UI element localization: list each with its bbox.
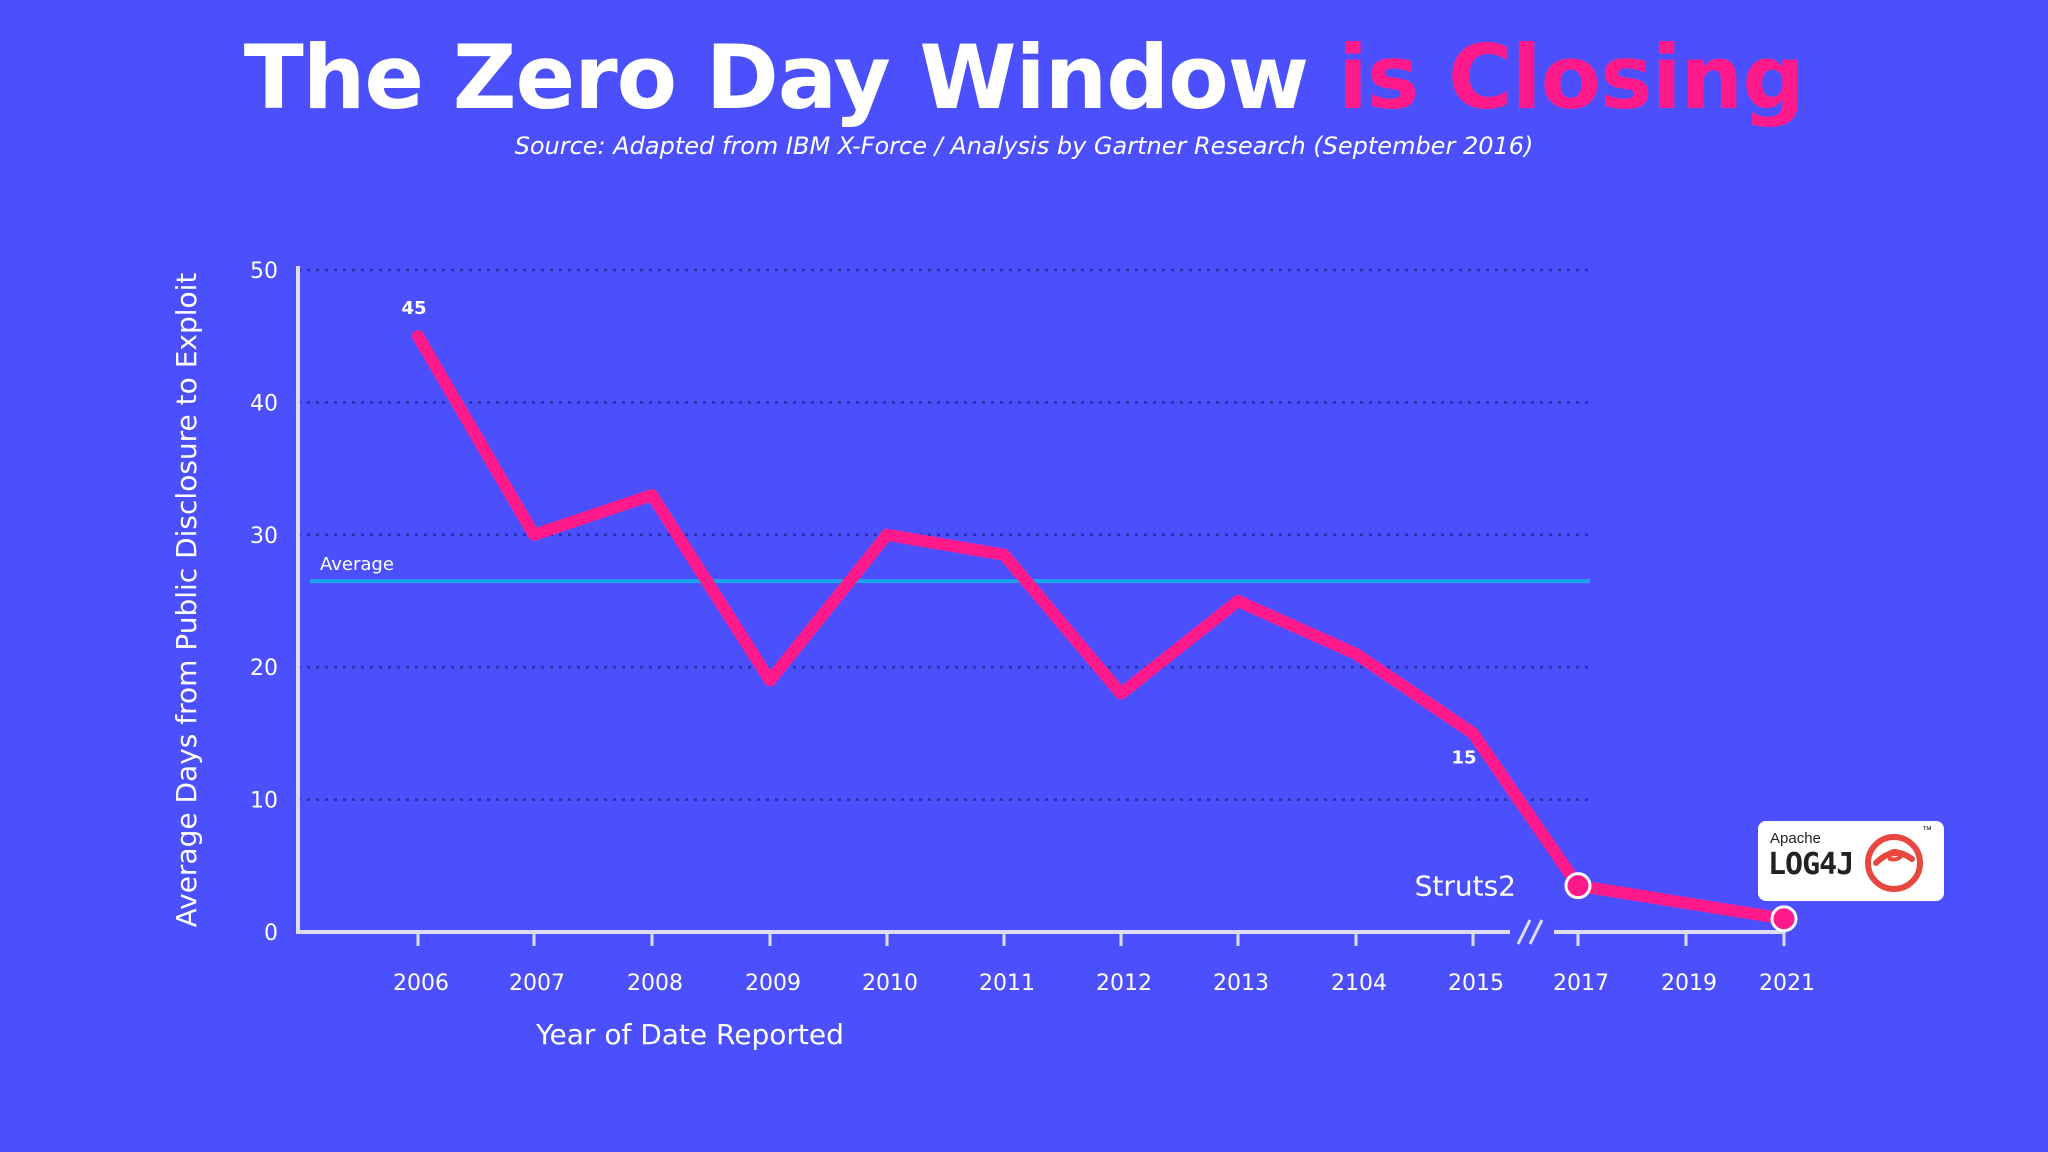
y-tick-label-30: 30	[250, 524, 278, 549]
data-point-2008	[651, 494, 653, 497]
log4j-tm: ™	[1922, 825, 1932, 836]
data-point-2017	[1564, 872, 1592, 900]
average-label: Average	[320, 554, 394, 575]
data-label-2015: 15	[1451, 747, 1476, 768]
data-point-2015	[1472, 732, 1474, 735]
x-tick-label-2009: 2009	[745, 971, 801, 996]
x-tick-label-2012: 2012	[1096, 971, 1152, 996]
log4j-word: LOG4J	[1768, 847, 1854, 882]
y-axis-title: Average Days from Public Disclosure to E…	[170, 273, 203, 928]
x-tick-label-2007: 2007	[509, 971, 565, 996]
data-point-2010	[886, 533, 888, 536]
y-tick-label-10: 10	[250, 789, 278, 814]
x-tick-label-2008: 2008	[627, 971, 683, 996]
x-tick-label-2021: 2021	[1759, 971, 1815, 996]
series-line	[412, 330, 1790, 925]
x-tick-label-2013: 2013	[1213, 971, 1269, 996]
x-tick-label-2006: 2006	[393, 971, 449, 996]
log4j-feather-icon	[1865, 834, 1923, 892]
data-label-2006: 45	[401, 298, 426, 319]
data-point-2006	[417, 335, 419, 338]
chart-subtitle: Source: Adapted from IBM X-Force / Analy…	[514, 132, 1534, 160]
data-point-2013	[1237, 600, 1239, 602]
x-tick-label-2015: 2015	[1448, 971, 1504, 996]
title-main: The Zero Day Window	[243, 26, 1309, 129]
y-tick-label-0: 0	[264, 921, 278, 946]
x-axis-title: Year of Date Reported	[535, 1018, 844, 1051]
x-tick-label-2017: 2017	[1553, 971, 1609, 996]
title-accent: is Closing	[1337, 26, 1806, 129]
apache-log4j-logo: Apache LOG4J ™	[1758, 821, 1944, 901]
x-tick-label-2011: 2011	[979, 971, 1035, 996]
data-point-2011	[1003, 553, 1005, 556]
y-tick-label-50: 50	[250, 259, 278, 284]
data-point-2009	[769, 679, 771, 682]
axis-break-mark-1	[1516, 919, 1532, 945]
y-tick-label-20: 20	[250, 656, 278, 681]
x-tick-label-2104: 2104	[1331, 971, 1387, 996]
data-point-2007	[533, 533, 535, 536]
log4j-apache-text: Apache	[1770, 830, 1821, 847]
data-point-2104	[1355, 652, 1357, 655]
axis-break-mark-2	[1528, 919, 1544, 945]
chart-title: The Zero Day Window is Closing	[0, 26, 2048, 129]
x-tick-label-2019: 2019	[1661, 971, 1717, 996]
data-point-2021	[1770, 905, 1798, 933]
data-point-2012	[1120, 692, 1122, 695]
annotation-struts2: Struts2	[1415, 870, 1516, 903]
x-tick-label-2010: 2010	[862, 971, 918, 996]
y-tick-label-40: 40	[250, 391, 278, 416]
